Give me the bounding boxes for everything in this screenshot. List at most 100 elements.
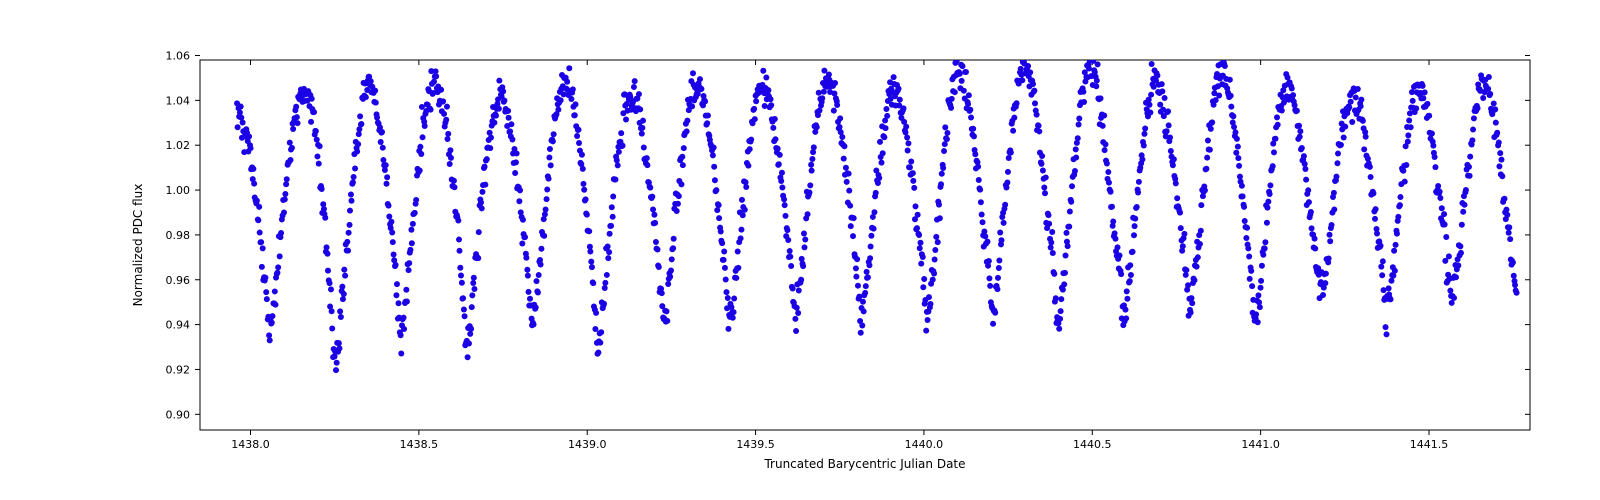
data-point [341, 267, 347, 273]
data-point [863, 283, 869, 289]
data-point [1331, 190, 1337, 196]
data-point [478, 200, 484, 206]
data-point [324, 244, 330, 250]
data-point [1391, 248, 1397, 254]
data-point [961, 88, 967, 94]
data-point [697, 76, 703, 82]
data-point [1205, 138, 1211, 144]
data-point [745, 163, 751, 169]
data-point [1413, 105, 1419, 111]
data-point [1323, 271, 1329, 277]
data-point [1469, 137, 1475, 143]
data-point [257, 230, 263, 236]
data-point [272, 288, 278, 294]
data-point [1191, 277, 1197, 283]
data-point [1312, 246, 1318, 252]
data-point [751, 106, 757, 112]
data-point [851, 215, 857, 221]
data-point [790, 286, 796, 292]
data-point [465, 354, 471, 360]
data-point [1455, 263, 1461, 269]
data-point [274, 270, 280, 276]
data-point [1435, 183, 1441, 189]
data-point [1076, 121, 1082, 127]
data-point [807, 182, 813, 188]
data-point [1080, 89, 1086, 95]
data-point [1338, 142, 1344, 148]
data-point [314, 153, 320, 159]
data-point [401, 326, 407, 332]
data-point [605, 255, 611, 261]
ytick-label: 0.98 [166, 229, 191, 242]
data-point [837, 115, 843, 121]
data-point [1058, 296, 1064, 302]
data-point [982, 233, 988, 239]
data-point [470, 280, 476, 286]
data-point [581, 187, 587, 193]
data-point [1471, 115, 1477, 121]
data-point [748, 137, 754, 143]
data-point [1492, 106, 1498, 112]
data-point [718, 229, 724, 235]
data-point [877, 139, 883, 145]
data-point [1512, 282, 1518, 288]
data-point [1010, 128, 1016, 134]
data-point [282, 191, 288, 197]
data-point [548, 162, 554, 168]
data-point [1188, 309, 1194, 315]
data-point [1198, 202, 1204, 208]
data-point [250, 166, 256, 172]
data-point [1496, 163, 1502, 169]
data-point [1368, 174, 1374, 180]
data-point [348, 191, 354, 197]
data-point [1383, 324, 1389, 330]
data-point [1235, 155, 1241, 161]
data-point [853, 274, 859, 280]
data-point [841, 156, 847, 162]
data-point [484, 156, 490, 162]
data-point [867, 255, 873, 261]
data-point [444, 104, 450, 110]
data-point [327, 280, 333, 286]
data-point [1297, 134, 1303, 140]
data-point [1358, 97, 1364, 103]
data-point [1370, 190, 1376, 196]
data-point [772, 136, 778, 142]
data-point [269, 313, 275, 319]
xtick-label: 1438.0 [231, 438, 270, 451]
data-point [237, 110, 243, 116]
data-point [1392, 268, 1398, 274]
data-point [1388, 296, 1394, 302]
data-point [555, 107, 561, 113]
data-point [256, 204, 262, 210]
data-point [1165, 108, 1171, 114]
data-point [1241, 204, 1247, 210]
data-point [393, 292, 399, 298]
data-point [595, 349, 601, 355]
data-point [1106, 180, 1112, 186]
data-point [747, 146, 753, 152]
data-point [809, 168, 815, 174]
data-point [347, 208, 353, 214]
data-point [675, 201, 681, 207]
data-point [546, 155, 552, 161]
data-point [1514, 290, 1520, 296]
data-point [972, 151, 978, 157]
data-point [883, 125, 889, 131]
data-point [948, 105, 954, 111]
data-point [1065, 243, 1071, 249]
data-point [879, 160, 885, 166]
data-point [735, 249, 741, 255]
data-point [998, 237, 1004, 243]
data-point [1430, 143, 1436, 149]
data-point [272, 302, 278, 308]
data-point [806, 189, 812, 195]
data-point [351, 174, 357, 180]
data-point [1380, 258, 1386, 264]
data-point [550, 138, 556, 144]
data-point [507, 128, 513, 134]
data-point [290, 126, 296, 132]
data-point [487, 145, 493, 151]
data-point [523, 255, 529, 261]
data-point [508, 121, 514, 127]
